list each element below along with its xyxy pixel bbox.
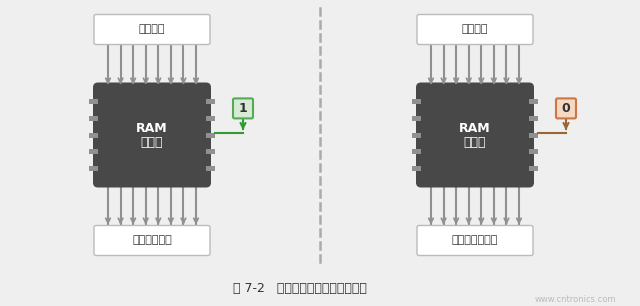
Text: 单元的新数据: 单元的新数据 <box>132 236 172 245</box>
Text: RAM: RAM <box>136 121 168 135</box>
Bar <box>412 149 421 154</box>
Bar <box>529 166 538 171</box>
Bar <box>89 166 98 171</box>
Text: 单元地址: 单元地址 <box>461 24 488 35</box>
Bar <box>206 149 215 154</box>
Bar <box>529 149 538 154</box>
Text: 单元的当前数据: 单元的当前数据 <box>452 236 498 245</box>
FancyBboxPatch shape <box>417 14 533 44</box>
Bar <box>89 99 98 104</box>
FancyBboxPatch shape <box>417 226 533 256</box>
Text: 图 7-2   存储器包括读模式与写模式: 图 7-2 存储器包括读模式与写模式 <box>233 282 367 294</box>
Text: RAM: RAM <box>459 121 491 135</box>
Text: 读模式: 读模式 <box>464 136 486 150</box>
Bar <box>206 166 215 171</box>
Text: 写模式: 写模式 <box>141 136 163 150</box>
Bar <box>89 132 98 137</box>
FancyBboxPatch shape <box>556 99 576 118</box>
Bar <box>412 99 421 104</box>
FancyBboxPatch shape <box>93 83 211 188</box>
Bar <box>206 116 215 121</box>
Bar <box>529 99 538 104</box>
Bar <box>412 166 421 171</box>
FancyBboxPatch shape <box>233 99 253 118</box>
Bar <box>529 132 538 137</box>
Bar <box>412 116 421 121</box>
Text: 1: 1 <box>239 102 248 115</box>
FancyBboxPatch shape <box>416 83 534 188</box>
Bar <box>529 116 538 121</box>
Text: www.cntronics.com: www.cntronics.com <box>534 294 616 304</box>
Bar <box>206 99 215 104</box>
Bar <box>412 132 421 137</box>
Bar <box>206 132 215 137</box>
Bar <box>89 116 98 121</box>
FancyBboxPatch shape <box>94 226 210 256</box>
FancyBboxPatch shape <box>94 14 210 44</box>
Text: 单元地址: 单元地址 <box>139 24 165 35</box>
Bar <box>89 149 98 154</box>
Text: 0: 0 <box>562 102 570 115</box>
